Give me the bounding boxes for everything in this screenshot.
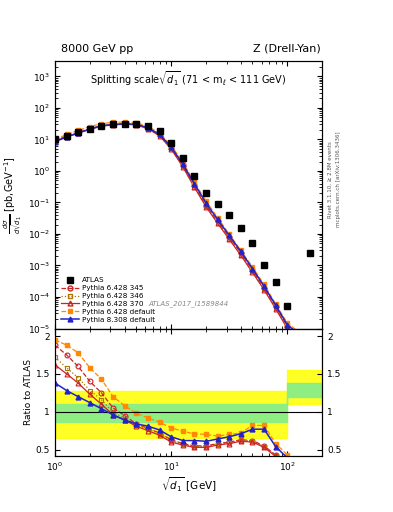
Y-axis label: $\frac{d\sigma}{d\sqrt{d_1}}$ [pb,GeV$^{-1}$]: $\frac{d\sigma}{d\sqrt{d_1}}$ [pb,GeV$^{… xyxy=(2,156,25,234)
Y-axis label: Ratio to ATLAS: Ratio to ATLAS xyxy=(24,359,33,425)
Text: mcplots.cern.ch [arXiv:1306.3436]: mcplots.cern.ch [arXiv:1306.3436] xyxy=(336,132,341,227)
Legend: ATLAS, Pythia 6.428 345, Pythia 6.428 346, Pythia 6.428 370, Pythia 6.428 defaul: ATLAS, Pythia 6.428 345, Pythia 6.428 34… xyxy=(59,275,157,325)
Text: Splitting scale$\sqrt{d_1}$ (71 < m$_\ell$ < 111 GeV): Splitting scale$\sqrt{d_1}$ (71 < m$_\el… xyxy=(90,70,287,88)
Text: 8000 GeV pp: 8000 GeV pp xyxy=(61,44,133,54)
Text: Z (Drell-Yan): Z (Drell-Yan) xyxy=(253,44,320,54)
Text: Rivet 3.1.10, ≥ 2.8M events: Rivet 3.1.10, ≥ 2.8M events xyxy=(328,141,333,218)
X-axis label: $\sqrt{d_1}$ [GeV]: $\sqrt{d_1}$ [GeV] xyxy=(161,476,217,495)
Text: ATLAS_2017_I1589844: ATLAS_2017_I1589844 xyxy=(149,301,229,307)
